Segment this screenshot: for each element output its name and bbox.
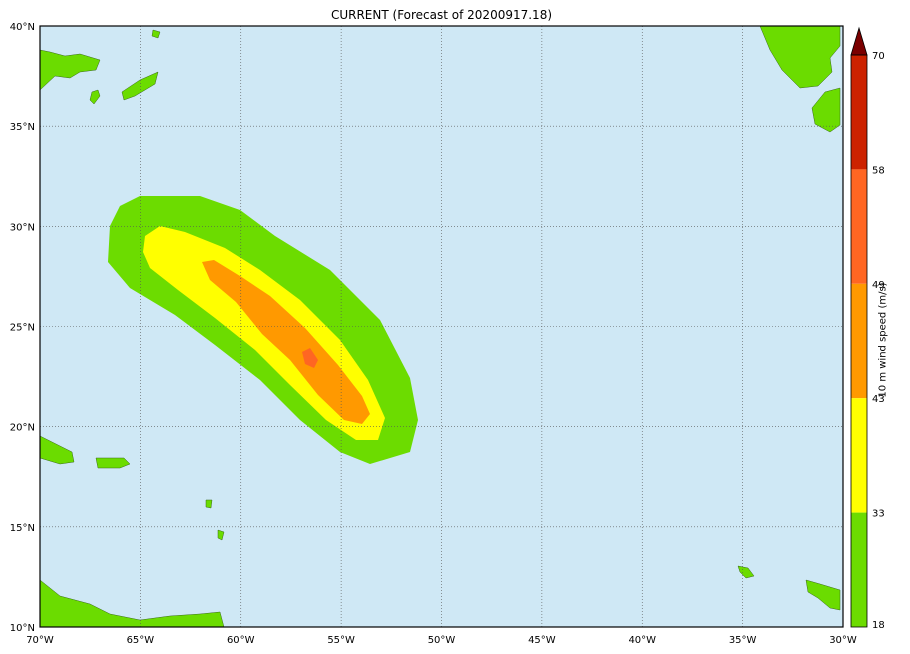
land-cape-verde <box>737 565 755 579</box>
lat-tick-label: 15°N <box>10 523 35 534</box>
lat-tick-label: 20°N <box>10 423 35 434</box>
colorbar-segment <box>851 512 867 627</box>
lat-tick-label: 25°N <box>10 323 35 334</box>
land-island-2 <box>89 89 101 105</box>
map-title: CURRENT (Forecast of 20200917.18) <box>330 8 553 22</box>
land-lesser-antilles-1 <box>205 499 213 509</box>
land-island-1 <box>121 71 159 101</box>
lat-tick-label: 30°N <box>10 222 35 233</box>
wind-band-49-58 <box>302 348 318 368</box>
colorbar-tick-label: 43 <box>872 394 885 405</box>
map-frame <box>39 25 844 628</box>
lon-tick-label: 60°W <box>227 635 255 646</box>
wind-band-43-49 <box>202 260 370 424</box>
y-axis-labels: 40°N 35°N 30°N 25°N 20°N 15°N 10°N <box>10 22 35 634</box>
colorbar-segment <box>851 55 867 170</box>
colorbar-tick-label: 33 <box>872 509 885 520</box>
lon-tick-label: 30°W <box>829 635 857 646</box>
lat-tick-label: 35°N <box>10 122 35 133</box>
colorbar: 70 58 49 43 33 18 <box>850 26 885 631</box>
colorbar-tick-label: 49 <box>872 280 885 291</box>
land-island-3 <box>151 29 161 39</box>
colorbar-tick-label: 58 <box>872 165 885 176</box>
x-axis-labels: 70°W 65°W 60°W 55°W 50°W 45°W 40°W 35°W 30°W <box>26 635 857 646</box>
colorbar-segment <box>851 398 867 513</box>
land-azores-east <box>759 25 841 89</box>
colorbar-segment <box>851 283 867 399</box>
colorbar-tick-label: 18 <box>872 620 885 631</box>
land-lesser-antilles-2 <box>217 529 225 541</box>
colorbar-tick-label: 70 <box>872 51 885 62</box>
lon-tick-label: 55°W <box>327 635 355 646</box>
lon-tick-label: 70°W <box>26 635 54 646</box>
wind-field-layer <box>108 196 418 464</box>
lon-tick-label: 65°W <box>127 635 155 646</box>
colorbar-label: 10 m wind speed (m/s) <box>877 282 889 398</box>
land-puerto-rico <box>95 457 131 469</box>
lat-tick-label: 10°N <box>10 623 35 634</box>
land-greenland-tip <box>39 49 101 91</box>
lon-tick-label: 40°W <box>628 635 656 646</box>
lat-tick-label: 40°N <box>10 22 35 33</box>
land-iberia <box>811 87 841 133</box>
graticule <box>40 26 843 627</box>
colorbar-extend-arrow <box>850 26 868 56</box>
colorbar-frame <box>850 54 868 628</box>
lon-tick-label: 45°W <box>528 635 556 646</box>
lon-tick-label: 35°W <box>729 635 757 646</box>
colorbar-segment <box>851 169 867 284</box>
land-africa-coast <box>805 579 841 611</box>
lon-tick-label: 50°W <box>428 635 456 646</box>
